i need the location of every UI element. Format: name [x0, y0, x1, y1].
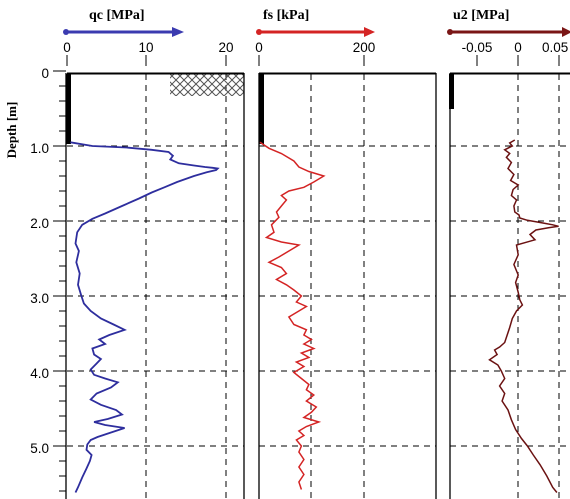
y-tick-label: 1.0 — [30, 141, 49, 156]
panel-u2: u2 [MPa] -0.05 0 0.05 — [447, 8, 570, 499]
panel-qc-arrow — [63, 27, 184, 37]
x-tick-label: -0.05 — [462, 40, 493, 55]
panel-fs-title: fs [kPa] — [263, 8, 309, 23]
y-tick-label: 0 — [41, 66, 49, 81]
y-tick-label: 2.0 — [30, 216, 49, 231]
y-tick-label: 4.0 — [30, 366, 49, 381]
y-minor-ticks — [53, 70, 66, 492]
x-tick-label: 10 — [138, 40, 153, 55]
x-tick-label: 20 — [218, 40, 233, 55]
panel-qc: qc [MPa] 0 10 20 — [63, 8, 245, 499]
qc-series-line — [70, 141, 220, 493]
fs-series-line — [259, 141, 326, 490]
panel-u2-arrow — [447, 27, 570, 37]
y-axis-label: Depth [m] — [4, 102, 19, 159]
y-tick-label: 3.0 — [30, 291, 49, 306]
x-tick-label: 200 — [353, 40, 376, 55]
x-tick-label: 0 — [63, 40, 71, 55]
x-tick-label: 0 — [514, 40, 522, 55]
panel-qc-title: qc [MPa] — [89, 8, 145, 23]
predrill-bar — [449, 74, 454, 109]
y-axis: Depth [m] 0 1.0 2.0 3.0 4.0 5.0 — [4, 66, 67, 499]
predrill-bar — [66, 74, 71, 144]
u2-series-line — [488, 139, 559, 493]
panel-u2-title: u2 [MPa] — [453, 8, 509, 23]
x-tick-label: 0 — [255, 40, 263, 55]
panel-fs: fs [kPa] 0 200 — [255, 8, 437, 499]
predrill-bar — [259, 74, 264, 144]
panel-fs-arrow — [256, 27, 375, 37]
y-tick-label: 5.0 — [30, 441, 49, 456]
soil-hatch — [170, 74, 244, 96]
x-tick-label: 0.05 — [542, 40, 568, 55]
